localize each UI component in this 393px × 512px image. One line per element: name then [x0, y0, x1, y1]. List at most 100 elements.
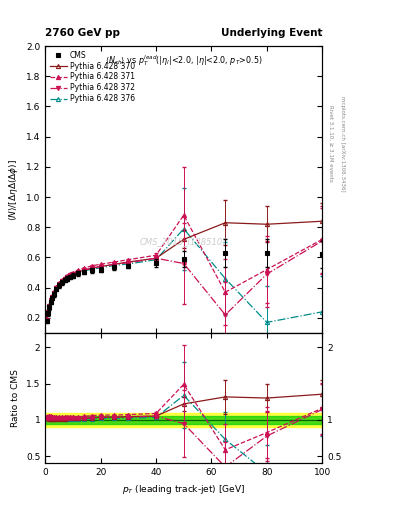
- Line: CMS: CMS: [44, 250, 325, 323]
- Y-axis label: $\langle N\rangle/[\Delta\eta\Delta(\Delta\phi)]$: $\langle N\rangle/[\Delta\eta\Delta(\Del…: [7, 158, 20, 221]
- Pythia 6.428 376: [46, 309, 50, 315]
- CMS: [264, 250, 269, 256]
- Pythia 6.428 370: [154, 255, 158, 261]
- Pythia 6.428 371: [82, 265, 86, 271]
- Pythia 6.428 372: [223, 312, 228, 318]
- Pythia 6.428 371: [68, 271, 72, 277]
- CMS: [90, 267, 95, 273]
- Text: Underlying Event: Underlying Event: [221, 28, 322, 38]
- Pythia 6.428 370: [71, 271, 75, 277]
- CMS: [65, 275, 70, 282]
- Pythia 6.428 371: [182, 212, 186, 218]
- Pythia 6.428 371: [62, 275, 67, 281]
- Pythia 6.428 371: [223, 289, 228, 295]
- Pythia 6.428 371: [98, 261, 103, 267]
- Pythia 6.428 376: [264, 319, 269, 326]
- CMS: [76, 270, 81, 276]
- Pythia 6.428 371: [76, 267, 81, 273]
- Pythia 6.428 376: [57, 281, 61, 287]
- Pythia 6.428 371: [71, 269, 75, 275]
- Pythia 6.428 372: [320, 238, 325, 244]
- Pythia 6.428 376: [54, 285, 59, 291]
- Pythia 6.428 370: [112, 261, 117, 267]
- Pythia 6.428 371: [50, 293, 55, 299]
- Legend: CMS, Pythia 6.428 370, Pythia 6.428 371, Pythia 6.428 372, Pythia 6.428 376: CMS, Pythia 6.428 370, Pythia 6.428 371,…: [48, 49, 136, 105]
- Pythia 6.428 370: [68, 272, 72, 279]
- Pythia 6.428 370: [320, 218, 325, 224]
- Pythia 6.428 372: [76, 268, 81, 274]
- Pythia 6.428 372: [98, 264, 103, 270]
- Line: Pythia 6.428 370: Pythia 6.428 370: [44, 219, 324, 322]
- Pythia 6.428 372: [264, 271, 269, 277]
- Pythia 6.428 370: [50, 294, 55, 301]
- Pythia 6.428 370: [98, 264, 103, 270]
- Line: Pythia 6.428 371: Pythia 6.428 371: [44, 213, 324, 322]
- Text: $\langle N_{ch}\rangle$ vs $p_T^{lead}$($|\eta_l|$<2.0, $|\eta|$<2.0, $p_T$>0.5): $\langle N_{ch}\rangle$ vs $p_T^{lead}$(…: [105, 53, 263, 68]
- CMS: [154, 260, 158, 266]
- Pythia 6.428 372: [71, 271, 75, 277]
- Pythia 6.428 376: [48, 297, 53, 304]
- CMS: [71, 272, 75, 279]
- Pythia 6.428 376: [44, 317, 49, 323]
- Line: Pythia 6.428 372: Pythia 6.428 372: [44, 239, 324, 322]
- Pythia 6.428 371: [46, 309, 50, 315]
- CMS: [320, 251, 325, 258]
- Pythia 6.428 376: [47, 303, 52, 309]
- Pythia 6.428 371: [57, 280, 61, 286]
- Pythia 6.428 370: [223, 220, 228, 226]
- Pythia 6.428 376: [65, 274, 70, 281]
- Pythia 6.428 372: [154, 255, 158, 261]
- Pythia 6.428 376: [71, 271, 75, 278]
- Pythia 6.428 370: [57, 282, 61, 288]
- Pythia 6.428 372: [50, 294, 55, 300]
- Pythia 6.428 370: [59, 279, 64, 285]
- CMS: [59, 280, 64, 286]
- Pythia 6.428 376: [182, 226, 186, 232]
- Pythia 6.428 372: [62, 275, 67, 282]
- Text: CMS_2015_I1385107: CMS_2015_I1385107: [140, 237, 228, 246]
- Pythia 6.428 372: [44, 317, 49, 323]
- X-axis label: $p_T$ (leading track-jet) [GeV]: $p_T$ (leading track-jet) [GeV]: [122, 483, 245, 496]
- Pythia 6.428 372: [47, 303, 52, 309]
- Pythia 6.428 371: [320, 236, 325, 242]
- Y-axis label: Ratio to CMS: Ratio to CMS: [11, 369, 20, 427]
- CMS: [48, 299, 53, 305]
- Pythia 6.428 372: [90, 265, 95, 271]
- CMS: [44, 318, 49, 324]
- Text: mcplots.cern.ch [arXiv:1306.3436]: mcplots.cern.ch [arXiv:1306.3436]: [340, 96, 345, 191]
- Pythia 6.428 372: [51, 290, 56, 296]
- CMS: [98, 266, 103, 272]
- Pythia 6.428 370: [76, 269, 81, 275]
- CMS: [82, 269, 86, 275]
- Pythia 6.428 371: [48, 296, 53, 303]
- Pythia 6.428 376: [59, 278, 64, 284]
- Pythia 6.428 371: [51, 289, 56, 295]
- Pythia 6.428 370: [90, 265, 95, 271]
- Pythia 6.428 376: [51, 290, 56, 296]
- Pythia 6.428 370: [62, 276, 67, 283]
- Pythia 6.428 372: [126, 260, 130, 266]
- Pythia 6.428 371: [112, 259, 117, 265]
- Text: Rivet 3.1.10, ≥ 3.1M events: Rivet 3.1.10, ≥ 3.1M events: [328, 105, 333, 182]
- Pythia 6.428 370: [264, 221, 269, 227]
- Pythia 6.428 372: [112, 261, 117, 267]
- Pythia 6.428 372: [82, 267, 86, 273]
- Pythia 6.428 370: [46, 310, 50, 316]
- CMS: [126, 263, 130, 269]
- Pythia 6.428 371: [59, 277, 64, 283]
- Pythia 6.428 376: [50, 294, 55, 300]
- Pythia 6.428 376: [112, 262, 117, 268]
- Pythia 6.428 376: [76, 269, 81, 275]
- Bar: [45, 416, 322, 423]
- Text: 2760 GeV pp: 2760 GeV pp: [45, 28, 120, 38]
- Pythia 6.428 371: [126, 257, 130, 263]
- Pythia 6.428 370: [182, 236, 186, 242]
- Pythia 6.428 370: [54, 285, 59, 291]
- Pythia 6.428 376: [62, 276, 67, 282]
- Pythia 6.428 370: [82, 267, 86, 273]
- Pythia 6.428 376: [223, 275, 228, 282]
- Bar: [45, 413, 322, 427]
- Pythia 6.428 372: [59, 278, 64, 284]
- Pythia 6.428 376: [90, 266, 95, 272]
- CMS: [46, 310, 50, 316]
